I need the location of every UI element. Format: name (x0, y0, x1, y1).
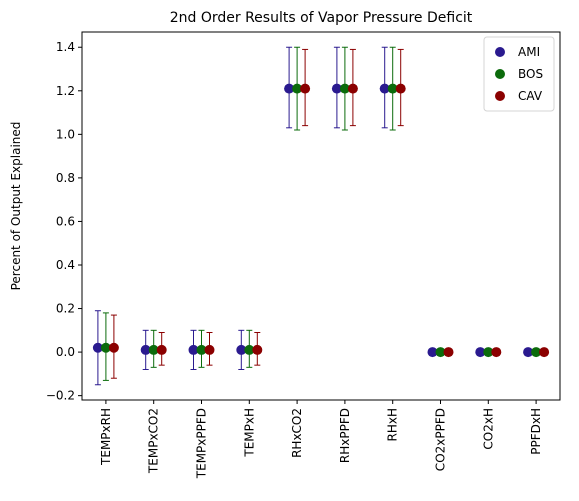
data-point (292, 83, 303, 94)
data-point (244, 344, 255, 355)
y-tick-label: 0.0 (56, 345, 75, 359)
data-point (156, 344, 167, 355)
data-point (252, 344, 263, 355)
x-tick-label: RHxH (386, 408, 400, 442)
data-point (196, 344, 207, 355)
legend-marker (495, 69, 505, 79)
axes: −0.2 0.0 0.2 0.4 0.6 0.8 1.0 1.2 1.4 TEMPxRH TEMPx… (46, 40, 543, 479)
data-point (236, 344, 247, 355)
legend-label: AMI (518, 45, 540, 59)
data-point (300, 83, 311, 94)
data-point (523, 347, 534, 358)
series-cav (108, 48, 550, 379)
x-tick-label: RHxPPFD (338, 408, 352, 463)
data-point (92, 342, 103, 353)
x-tick-label: TEMPxH (242, 408, 256, 458)
data-point (443, 347, 454, 358)
x-tick-label: CO2xPPFD (434, 408, 448, 471)
y-tick-label: 1.0 (56, 127, 75, 141)
legend-label: CAV (518, 89, 543, 103)
data-point (188, 344, 199, 355)
x-tick-label: RHxCO2 (290, 408, 304, 458)
data-point (395, 83, 406, 94)
data-point (539, 347, 550, 358)
series-bos (100, 46, 542, 381)
y-tick-label: 1.4 (56, 40, 75, 54)
legend-marker (495, 47, 505, 57)
y-axis-label: Percent of Output Explained (9, 122, 23, 291)
data-point (284, 83, 295, 94)
y-tick-label: −0.2 (46, 389, 75, 403)
legend-label: BOS (518, 67, 543, 81)
data-point (331, 83, 342, 94)
y-tick-label: 0.6 (56, 214, 75, 228)
data-point (475, 347, 486, 358)
data-point (379, 83, 390, 94)
y-tick-label: 0.8 (56, 171, 75, 185)
plot-frame (81, 31, 561, 401)
x-tick-label: TEMPxRH (99, 408, 113, 466)
data-point (100, 342, 111, 353)
data-point (140, 344, 151, 355)
data-point (483, 347, 494, 358)
y-tick-label: 0.2 (56, 302, 75, 316)
data-point (148, 344, 159, 355)
y-tick-label: 0.4 (56, 258, 75, 272)
data-point (108, 342, 119, 353)
data-point (435, 347, 446, 358)
data-point (427, 347, 438, 358)
plot-marks (92, 46, 550, 386)
data-point (387, 83, 398, 94)
x-tick-label: CO2xH (481, 408, 495, 450)
x-tick-label: TEMPxCO2 (147, 408, 161, 474)
x-tick-label: PPFDxH (529, 408, 543, 455)
x-tick-label: TEMPxPPFD (195, 408, 209, 479)
data-point (347, 83, 358, 94)
legend-marker (495, 91, 505, 101)
data-point (491, 347, 502, 358)
legend: AMI BOS CAV (483, 36, 555, 112)
series-ami (92, 46, 534, 386)
data-point (531, 347, 542, 358)
data-point (204, 344, 215, 355)
y-tick-label: 1.2 (56, 84, 75, 98)
data-point (339, 83, 350, 94)
chart-title: 2nd Order Results of Vapor Pressure Defi… (170, 10, 473, 26)
